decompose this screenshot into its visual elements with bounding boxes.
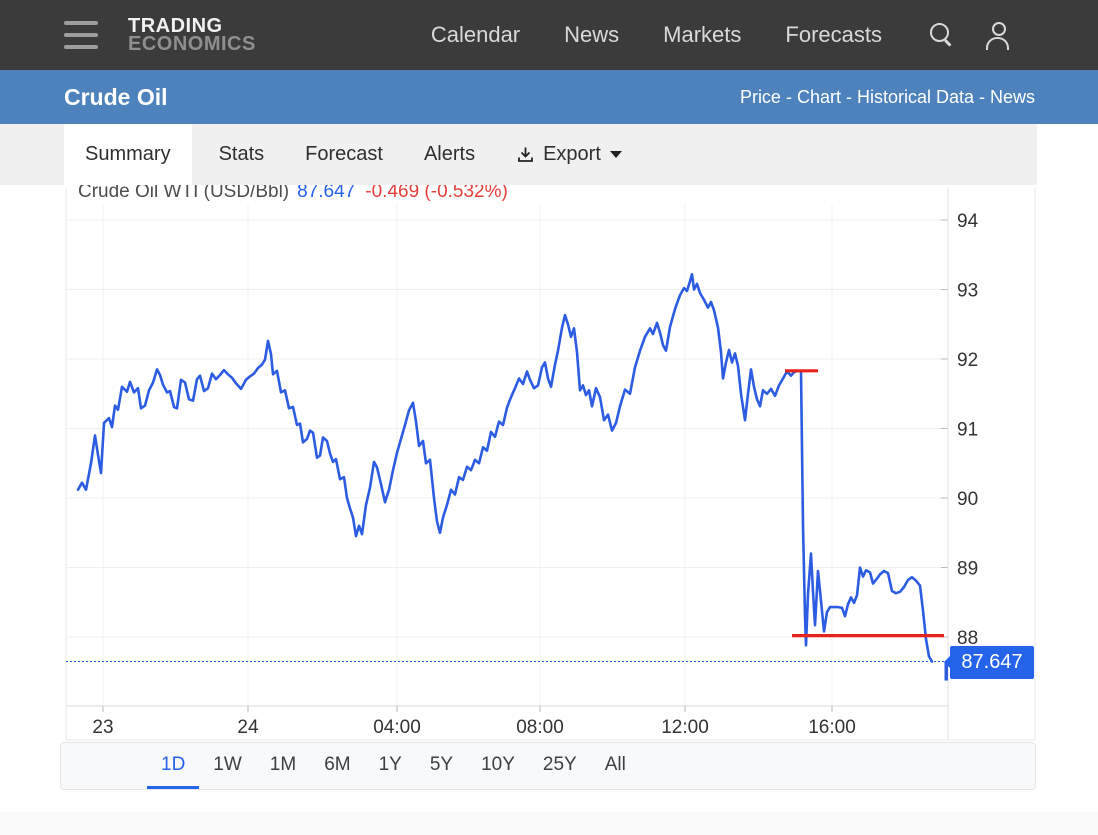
range-button-10y[interactable]: 10Y (481, 753, 515, 775)
range-button-5y[interactable]: 5Y (429, 753, 454, 775)
chart-instrument-label: Crude Oil WTI (USD/Bbl) (78, 185, 290, 202)
range-button-25y[interactable]: 25Y (542, 753, 577, 775)
logo-line1: TRADING (128, 15, 223, 37)
svg-text:08:00: 08:00 (516, 717, 564, 738)
top-navbar: TRADING ECONOMICS Calendar News Markets For… (0, 0, 1098, 70)
chart-card: Crude Oil WTI (USD/Bbl) 87.647 -0.469 (-0.… (0, 185, 1098, 835)
page-title: Crude Oil (64, 83, 168, 110)
chart-title-row: Crude Oil WTI (USD/Bbl) 87.647 -0.469 (-0.… (78, 185, 508, 205)
menu-hamburger-icon[interactable] (64, 21, 98, 49)
svg-text:16:00: 16:00 (808, 717, 856, 738)
range-button-1y[interactable]: 1Y (378, 753, 402, 775)
svg-text:90: 90 (957, 489, 978, 510)
tab-export[interactable]: Export (502, 124, 636, 185)
tab-alerts[interactable]: Alerts (423, 143, 476, 165)
caret-down-icon (609, 151, 622, 158)
svg-text:24: 24 (237, 717, 259, 738)
search-icon[interactable] (930, 23, 954, 47)
chart-price-change: -0.469 (-0.532%) (365, 185, 508, 202)
range-button-1d[interactable]: 1D (147, 743, 200, 789)
nav-links: Calendar News Markets Forecasts (431, 22, 882, 48)
instrument-title-bar: Crude Oil Price - Chart - Historical Dat… (0, 70, 1098, 124)
nav-link-calendar[interactable]: Calendar (430, 22, 521, 47)
user-account-icon[interactable] (986, 22, 1010, 50)
tab-strip: Summary Stats Forecast Alerts Export (0, 124, 1098, 185)
chart-price-value: 87.647 (297, 185, 356, 202)
svg-text:89: 89 (957, 559, 978, 580)
svg-text:23: 23 (92, 717, 113, 738)
tab-summary[interactable]: Summary (64, 124, 192, 185)
range-button-1w[interactable]: 1W (213, 753, 242, 775)
nav-link-markets[interactable]: Markets (663, 22, 742, 47)
titlebar-links[interactable]: Price - Chart - Historical Data - News (739, 86, 1035, 107)
nav-icons (930, 22, 1010, 50)
range-button-all[interactable]: All (604, 753, 626, 775)
svg-text:94: 94 (957, 211, 979, 232)
logo-line2: ECONOMICS (128, 33, 256, 55)
svg-text:12:00: 12:00 (661, 717, 709, 738)
download-icon (516, 145, 535, 164)
range-button-6m[interactable]: 6M (324, 753, 351, 775)
trading-economics-logo[interactable]: TRADING ECONOMICS (128, 15, 256, 55)
range-selector: 1D 1W 1M 6M 1Y 5Y 10Y 25Y All (60, 742, 1036, 790)
svg-text:91: 91 (957, 420, 978, 441)
current-price-tag: 87.647 (944, 645, 1034, 679)
range-button-1m[interactable]: 1M (269, 753, 297, 775)
price-line-series (76, 272, 934, 663)
nav-link-forecasts[interactable]: Forecasts (785, 22, 882, 47)
svg-text:92: 92 (957, 350, 978, 371)
nav-link-news[interactable]: News (564, 22, 620, 47)
tab-stats[interactable]: Stats (218, 143, 265, 165)
svg-text:04:00: 04:00 (373, 717, 421, 738)
svg-text:93: 93 (957, 281, 978, 302)
page-bottom-strip (0, 812, 1098, 835)
tab-forecast[interactable]: Forecast (305, 143, 383, 165)
